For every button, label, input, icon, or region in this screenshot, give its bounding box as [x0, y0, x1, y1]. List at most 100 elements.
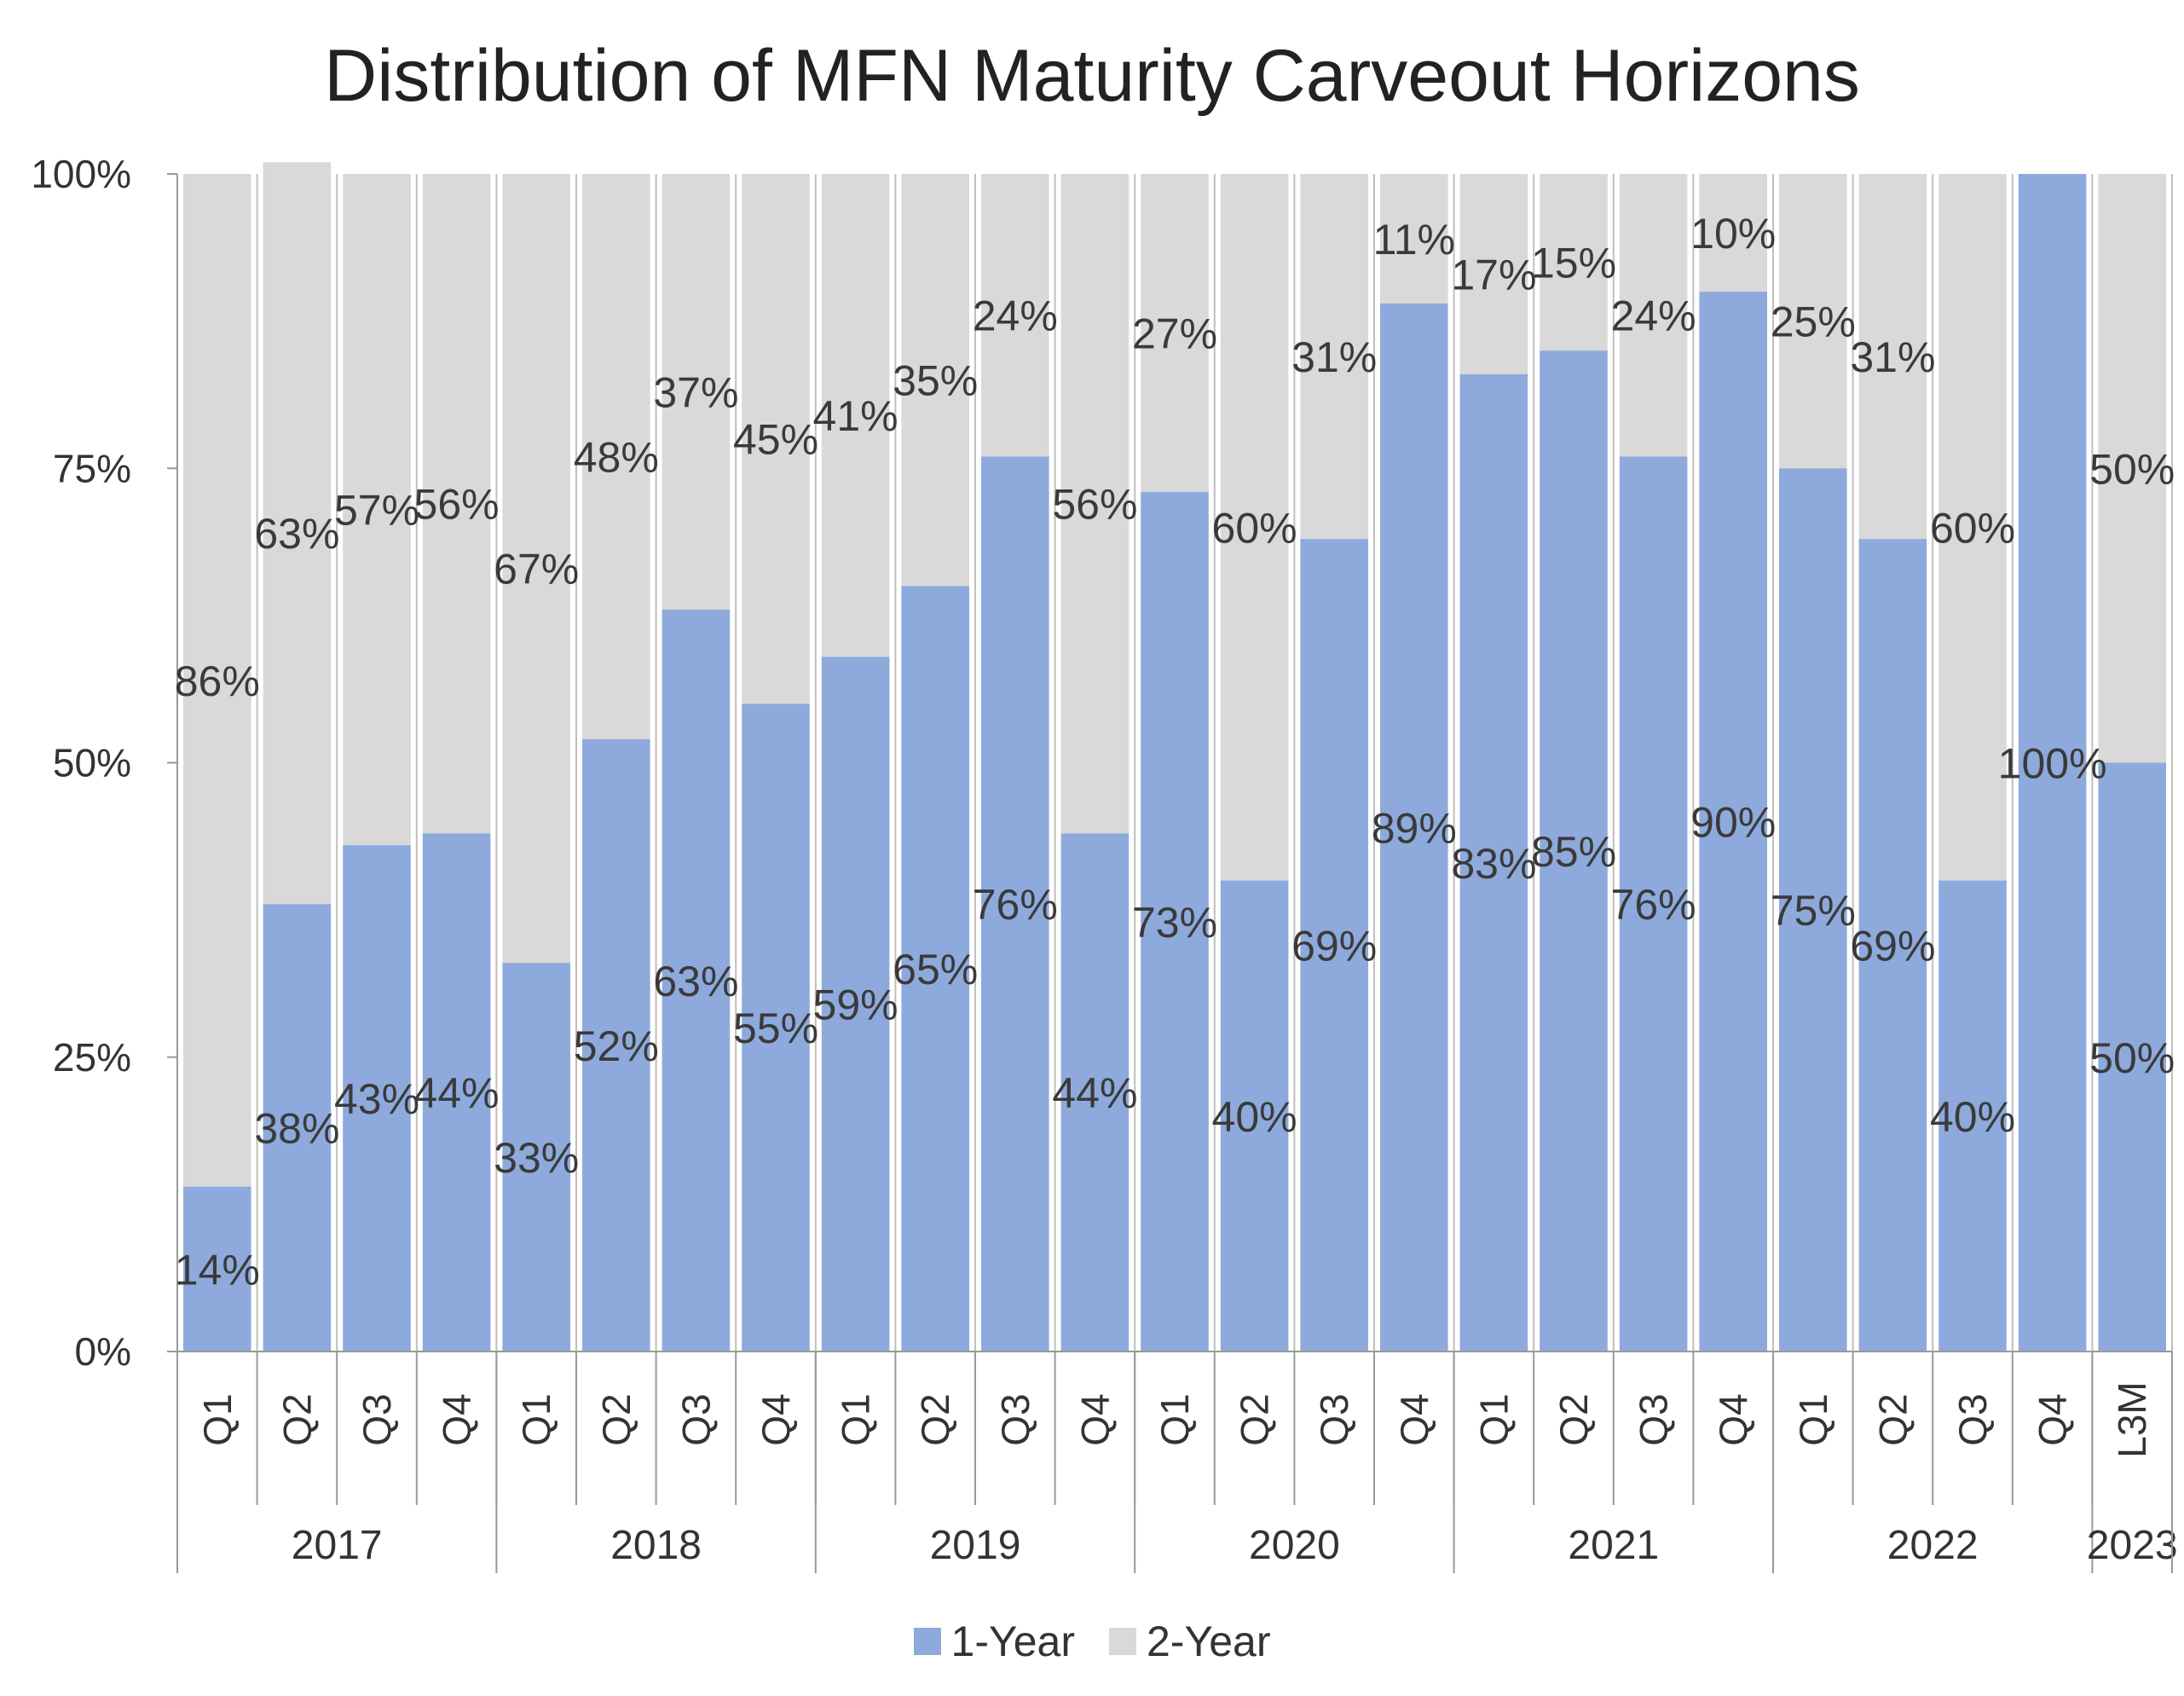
data-label-2-year: 24% [973, 292, 1058, 340]
x-category-label: Q1 [1471, 1393, 1516, 1445]
x-group-label: 2017 [292, 1523, 383, 1568]
x-category-label: Q1 [1791, 1393, 1835, 1445]
data-label-1-year: 73% [1132, 899, 1217, 946]
data-label-2-year: 10% [1690, 210, 1776, 258]
bar-2-year [1060, 174, 1130, 834]
data-label-2-year: 11% [1373, 216, 1455, 263]
bar-2-year [1300, 174, 1368, 540]
y-tick-label: 0% [75, 1329, 131, 1374]
data-label-1-year: 65% [893, 946, 978, 993]
data-label-1-year: 50% [2089, 1034, 2175, 1082]
data-label-2-year: 25% [1771, 298, 1856, 346]
data-label-1-year: 55% [733, 1004, 818, 1052]
bar-2-year [1141, 174, 1209, 492]
bar-1-year [1779, 468, 1847, 1352]
data-label-2-year: 31% [1291, 333, 1377, 381]
x-category-label: Q2 [1551, 1393, 1596, 1445]
data-label-2-year: 86% [175, 657, 260, 705]
legend-swatch [913, 1627, 941, 1655]
data-label-2-year: 41% [813, 392, 898, 440]
x-group-label: 2022 [1887, 1523, 1979, 1568]
y-tick-label: 25% [53, 1035, 131, 1080]
bar-1-year [1380, 303, 1448, 1352]
data-label-2-year: 60% [1212, 504, 1297, 552]
bar-1-year [1300, 539, 1368, 1352]
data-label-2-year: 67% [494, 546, 579, 593]
x-group-label: 2023 [2087, 1523, 2178, 1568]
data-label-1-year: 89% [1372, 804, 1457, 852]
bar-2-year [821, 174, 890, 657]
data-label-1-year: 33% [494, 1134, 579, 1182]
data-label-1-year: 52% [574, 1022, 659, 1070]
data-label-1-year: 100% [1998, 740, 2107, 788]
x-group-label: 2018 [610, 1523, 702, 1568]
x-category-label: Q3 [355, 1393, 399, 1445]
data-label-2-year: 35% [893, 357, 978, 405]
data-label-2-year: 17% [1451, 251, 1536, 298]
data-label-1-year: 14% [175, 1246, 260, 1294]
x-category-label: Q1 [1153, 1393, 1197, 1445]
bar-1-year [502, 963, 570, 1352]
bar-2-year [1380, 174, 1448, 304]
x-category-label: Q3 [993, 1393, 1037, 1445]
bar-1-year [1220, 880, 1289, 1352]
data-label-1-year: 59% [813, 981, 898, 1029]
data-label-1-year: 85% [1531, 828, 1616, 876]
bar-1-year [263, 904, 332, 1352]
bar-1-year [343, 845, 411, 1352]
bar-2-year [343, 174, 411, 846]
legend-swatch [1109, 1627, 1136, 1655]
legend: 1-Year 2-Year [0, 1612, 2184, 1666]
bar-1-year [183, 1186, 251, 1352]
bar-2-year [742, 174, 810, 704]
bar-1-year [1619, 456, 1688, 1352]
data-label-1-year: 76% [1611, 881, 1696, 929]
x-category-label: Q2 [1233, 1393, 1277, 1445]
x-category-label: Q1 [514, 1393, 558, 1445]
data-label-1-year: 40% [1930, 1093, 2015, 1141]
legend-label: 1-Year [950, 1617, 1075, 1665]
bar-1-year [1938, 880, 2007, 1352]
bar-1-year [1699, 292, 1767, 1352]
bar-1-year [742, 703, 810, 1352]
bar-2-year [1459, 174, 1528, 374]
x-category-label: L3M [2110, 1381, 2154, 1457]
legend-item: 1-Year [913, 1613, 1075, 1666]
bar-2-year [422, 174, 491, 834]
bar-1-year [1141, 491, 1209, 1352]
bar-1-year [821, 657, 890, 1352]
data-label-1-year: 90% [1690, 799, 1776, 847]
bar-1-year [422, 833, 491, 1352]
bar-1-year [2098, 762, 2166, 1352]
y-tick-label: 75% [53, 446, 131, 490]
x-category-label: Q1 [195, 1393, 240, 1445]
data-label-1-year: 76% [973, 881, 1058, 929]
bar-2-year [1779, 174, 1847, 469]
bar-1-year [2018, 174, 2087, 1352]
bar-1-year [582, 738, 650, 1352]
x-group-label: 2019 [930, 1523, 1021, 1568]
data-label-2-year: 24% [1611, 292, 1696, 340]
bar-1-year [1060, 833, 1130, 1352]
bar-2-year [1938, 174, 2007, 881]
bar-2-year [263, 162, 332, 905]
bar-1-year [1540, 350, 1608, 1352]
x-category-label: Q1 [834, 1393, 878, 1445]
data-label-2-year: 60% [1930, 504, 2015, 552]
x-category-label: Q3 [1632, 1393, 1676, 1445]
data-label-2-year: 56% [1052, 481, 1137, 529]
data-label-2-year: 56% [414, 481, 500, 529]
data-label-2-year: 50% [2089, 445, 2175, 493]
x-category-label: Q4 [1392, 1393, 1436, 1445]
data-label-1-year: 43% [334, 1075, 419, 1123]
bar-2-year [1858, 174, 1927, 540]
bar-2-year [2098, 174, 2166, 763]
data-label-2-year: 48% [574, 433, 659, 481]
data-label-1-year: 69% [1291, 923, 1377, 970]
data-label-1-year: 63% [653, 958, 738, 1005]
x-category-label: Q3 [1312, 1393, 1356, 1445]
bar-2-year [1540, 174, 1608, 351]
data-label-1-year: 38% [254, 1105, 339, 1153]
data-label-2-year: 15% [1531, 240, 1616, 287]
